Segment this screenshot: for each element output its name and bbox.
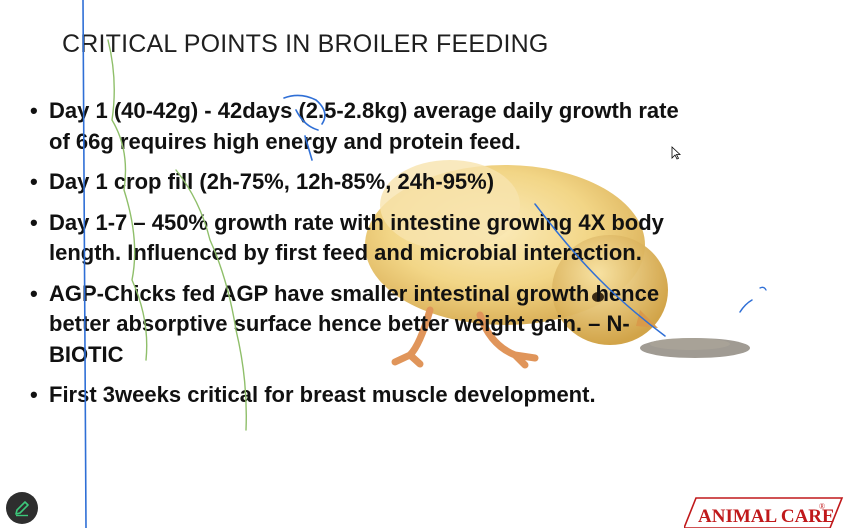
bullet-marker: • [30, 382, 38, 407]
bullet-text: First 3weeks critical for breast muscle … [49, 382, 596, 407]
bullet-item: • Day 1-7 – 450% growth rate with intest… [28, 208, 688, 269]
bullet-item: • Day 1 crop fill (2h-75%, 12h-85%, 24h-… [28, 167, 688, 198]
logo-text: ANIMAL CARE [698, 506, 835, 527]
bullet-text: Day 1 crop fill (2h-75%, 12h-85%, 24h-95… [49, 169, 495, 194]
bullet-marker: • [30, 209, 38, 235]
bullet-list: • Day 1 (40-42g) - 42days (2.5-2.8kg) av… [28, 96, 688, 421]
mouse-cursor-icon [671, 146, 681, 160]
bullet-text: AGP-Chicks fed AGP have smaller intestin… [49, 280, 660, 367]
bullet-text: Day 1 (40-42g) - 42days (2.5-2.8kg) aver… [49, 98, 679, 154]
slide-title: CRITICAL POINTS IN BROILER FEEDING [62, 30, 549, 58]
pen-button[interactable] [6, 492, 38, 524]
animal-care-logo: ANIMAL CARE ® [684, 497, 844, 528]
pen-icon [15, 501, 29, 517]
ink-stroke [759, 286, 767, 291]
bullet-item: • First 3weeks critical for breast muscl… [28, 380, 688, 411]
bullet-marker: • [30, 280, 38, 306]
logo-registered-mark: ® [819, 502, 825, 511]
bullet-marker: • [30, 169, 38, 194]
bullet-item: • AGP-Chicks fed AGP have smaller intest… [28, 279, 688, 371]
bullet-text: Day 1-7 – 450% growth rate with intestin… [49, 209, 664, 266]
bullet-item: • Day 1 (40-42g) - 42days (2.5-2.8kg) av… [28, 96, 688, 157]
bullet-marker: • [30, 98, 38, 123]
